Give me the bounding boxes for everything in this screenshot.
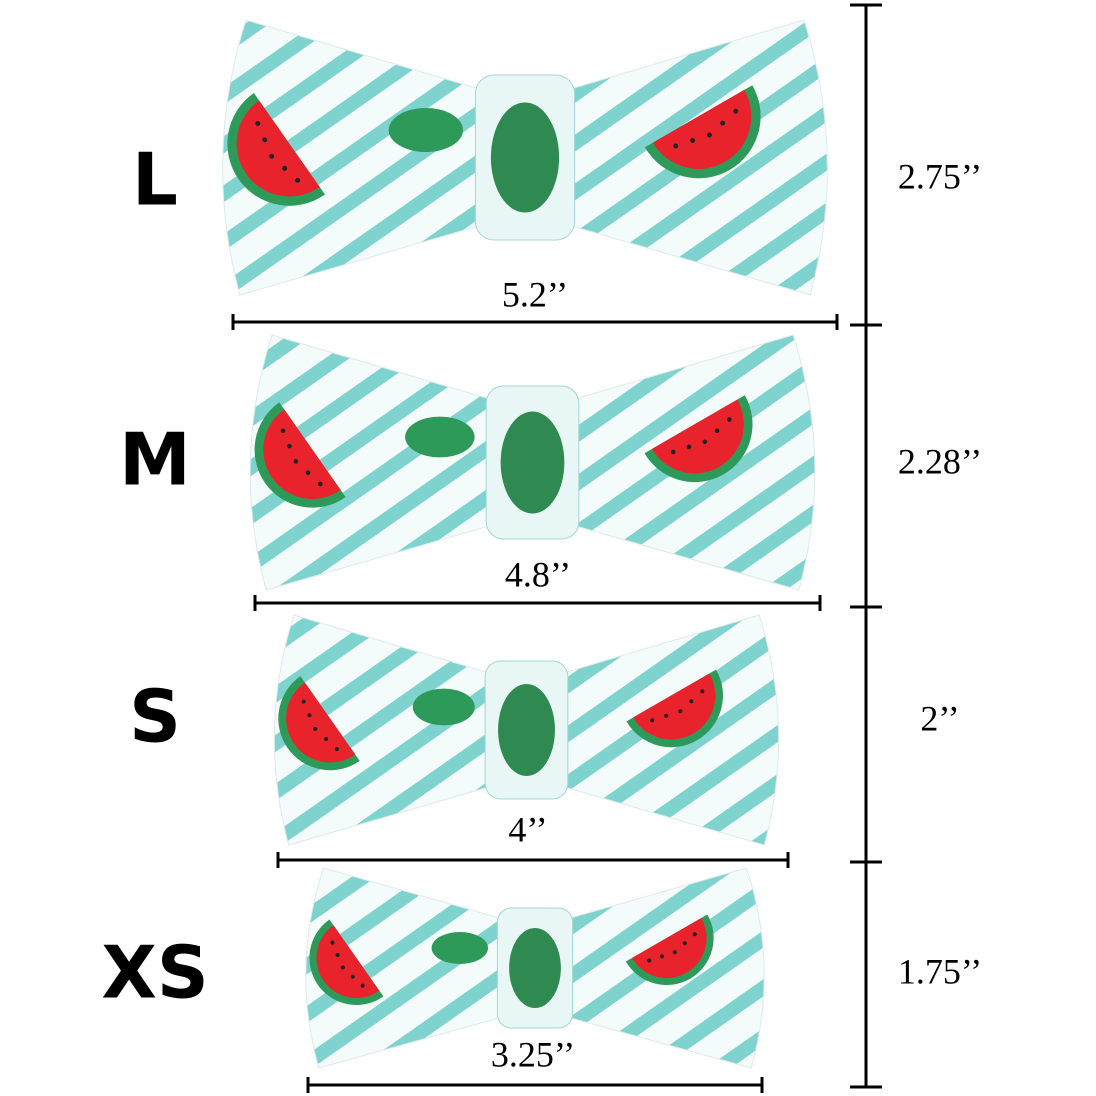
melon-seed: [650, 718, 655, 723]
melon-seed: [317, 481, 323, 487]
melon-seed: [714, 428, 720, 434]
size-label: L: [132, 138, 178, 222]
watermelon-slice: [644, 85, 761, 179]
watermelon-slice: [644, 395, 753, 483]
melon-flesh: [651, 399, 744, 474]
melon-seed: [295, 177, 301, 183]
melon-whole: [412, 688, 475, 726]
melon-seed: [686, 444, 692, 450]
melon-seed: [702, 439, 708, 445]
melon-seed: [678, 709, 683, 714]
melon-seed: [293, 459, 299, 464]
melon-flesh: [633, 673, 716, 740]
melon-seed: [313, 726, 318, 731]
melon-seed: [720, 120, 726, 126]
melon-seed: [350, 974, 355, 979]
bow-tie: [249, 334, 816, 591]
melon-seed: [287, 443, 292, 449]
melon-seed: [682, 941, 687, 946]
height-text: 2’’: [920, 698, 959, 738]
bow-wing-left: [249, 334, 533, 591]
size-label: M: [119, 418, 191, 502]
knot-melon: [490, 102, 560, 213]
watermelon-slice: [626, 669, 723, 748]
melon-seed: [706, 132, 712, 138]
melon-seed: [647, 958, 652, 963]
bow-tie: [222, 19, 828, 296]
watermelon-slice: [278, 676, 360, 771]
watermelon-slice: [227, 92, 325, 206]
melon-seed: [307, 713, 312, 718]
melon-seed: [692, 932, 697, 937]
melon-whole: [405, 416, 475, 458]
bow-wing-left: [222, 19, 526, 296]
size-label: S: [129, 675, 181, 759]
watermelon-slice: [254, 402, 346, 508]
bow-tie: [305, 867, 765, 1069]
melon-seed: [700, 689, 705, 694]
width-text: 5.2’’: [502, 274, 568, 314]
melon-seed: [305, 470, 311, 475]
melon-seed: [670, 449, 676, 455]
knot-melon: [509, 928, 561, 1008]
melon-seed: [340, 965, 345, 970]
bow-wing-left: [273, 614, 527, 846]
melon-seed: [301, 699, 306, 704]
watermelon-slice: [309, 919, 384, 1005]
width-text: 4.8’’: [505, 554, 571, 594]
height-text: 1.75’’: [898, 951, 982, 991]
melon-seed: [664, 713, 669, 718]
melon-seed: [690, 138, 696, 143]
melon-seed: [335, 953, 340, 958]
melon-seed: [660, 954, 665, 959]
watermelon-slice: [625, 914, 714, 985]
melon-seed: [269, 153, 275, 159]
bow-wing-left: [305, 867, 536, 1069]
melon-seed: [689, 699, 694, 704]
melon-seed: [673, 143, 679, 149]
height-text: 2.28’’: [898, 441, 982, 481]
melon-seed: [727, 417, 732, 422]
width-text: 4’’: [508, 809, 547, 849]
height-text: 2.75’’: [898, 156, 982, 196]
melon-flesh: [652, 89, 752, 169]
melon-flesh: [632, 918, 707, 978]
melon-seed: [733, 108, 739, 114]
bow-tie: [273, 614, 780, 846]
melon-seed: [360, 983, 365, 988]
melon-seed: [280, 428, 286, 434]
knot-melon: [498, 684, 555, 776]
melon-whole: [388, 108, 463, 152]
melon-seed: [672, 950, 677, 955]
width-text: 3.25’’: [491, 1034, 575, 1074]
melon-seed: [323, 736, 329, 742]
melon-seed: [330, 940, 335, 945]
size-label: XS: [101, 931, 208, 1015]
melon-whole: [431, 932, 488, 964]
melon-seed: [255, 121, 261, 126]
melon-seed: [282, 165, 288, 171]
melon-seed: [262, 137, 268, 143]
melon-seed: [334, 746, 339, 752]
knot-melon: [500, 411, 565, 514]
